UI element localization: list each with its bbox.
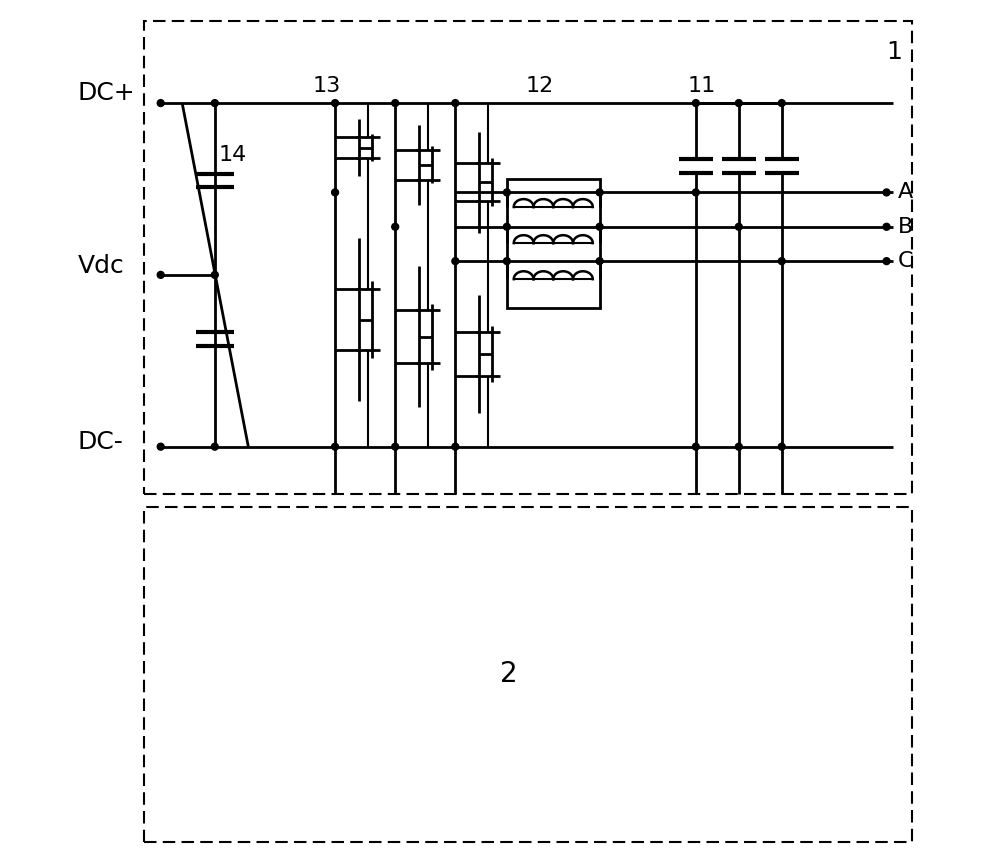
Circle shape bbox=[503, 258, 510, 265]
Circle shape bbox=[392, 100, 399, 107]
Circle shape bbox=[332, 443, 339, 450]
Circle shape bbox=[211, 271, 218, 278]
Circle shape bbox=[332, 189, 339, 196]
Circle shape bbox=[392, 443, 399, 450]
Text: 13: 13 bbox=[313, 76, 341, 96]
Circle shape bbox=[692, 189, 699, 196]
Circle shape bbox=[883, 258, 890, 265]
Circle shape bbox=[778, 100, 785, 107]
Text: DC+: DC+ bbox=[77, 81, 135, 105]
Text: 11: 11 bbox=[687, 76, 716, 96]
Circle shape bbox=[157, 443, 164, 450]
Circle shape bbox=[503, 223, 510, 230]
Text: Vdc: Vdc bbox=[77, 254, 124, 278]
Circle shape bbox=[596, 258, 603, 265]
Circle shape bbox=[735, 443, 742, 450]
Circle shape bbox=[692, 443, 699, 450]
Circle shape bbox=[211, 100, 218, 107]
Text: B: B bbox=[898, 216, 913, 237]
Circle shape bbox=[778, 443, 785, 450]
Circle shape bbox=[503, 189, 510, 196]
Bar bbox=[507, 179, 600, 308]
Circle shape bbox=[883, 189, 890, 196]
Circle shape bbox=[157, 100, 164, 107]
Text: 12: 12 bbox=[526, 76, 554, 96]
Circle shape bbox=[778, 258, 785, 265]
Text: 2: 2 bbox=[500, 661, 518, 688]
Circle shape bbox=[692, 100, 699, 107]
Circle shape bbox=[452, 100, 459, 107]
Circle shape bbox=[883, 223, 890, 230]
Circle shape bbox=[735, 100, 742, 107]
Circle shape bbox=[452, 258, 459, 265]
Circle shape bbox=[211, 443, 218, 450]
Text: A: A bbox=[898, 182, 913, 203]
Text: 1: 1 bbox=[887, 40, 902, 64]
Circle shape bbox=[392, 223, 399, 230]
Text: 14: 14 bbox=[218, 144, 246, 165]
Bar bbox=[144, 507, 912, 842]
Bar bbox=[144, 21, 912, 494]
Circle shape bbox=[735, 223, 742, 230]
Circle shape bbox=[332, 100, 339, 107]
Text: C: C bbox=[898, 251, 913, 271]
Text: DC-: DC- bbox=[77, 430, 123, 454]
Circle shape bbox=[452, 443, 459, 450]
Circle shape bbox=[596, 223, 603, 230]
Circle shape bbox=[157, 271, 164, 278]
Circle shape bbox=[596, 189, 603, 196]
